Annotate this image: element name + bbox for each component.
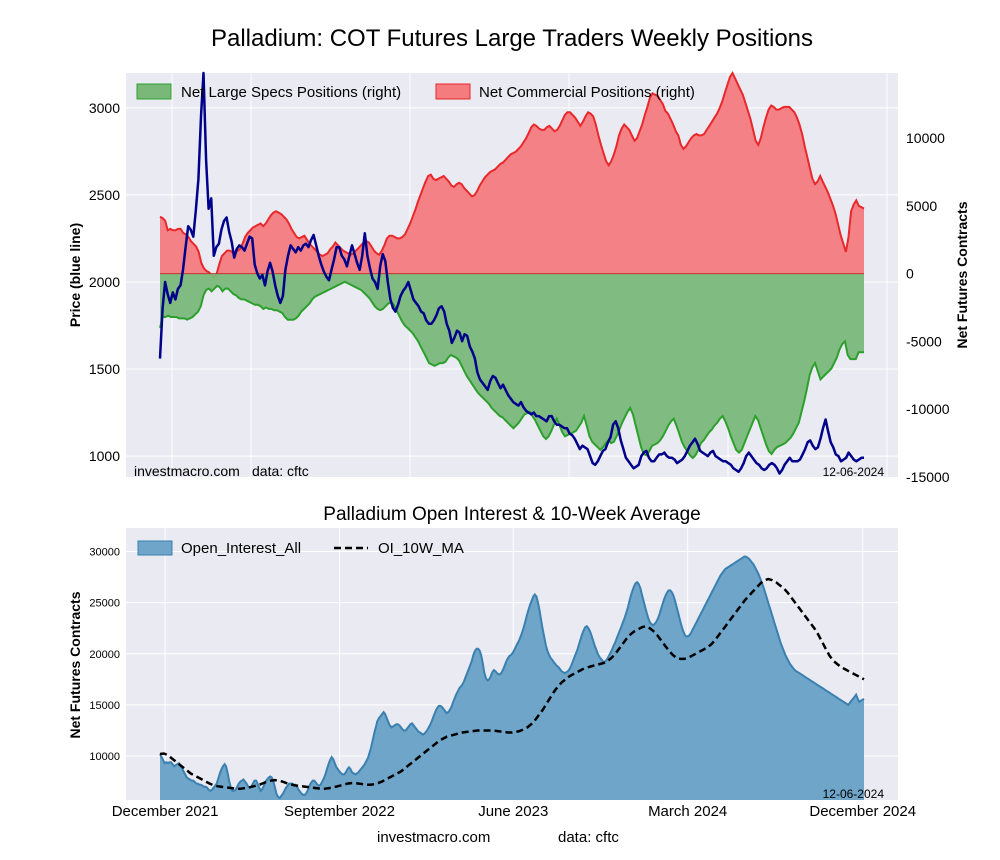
open-interest-axis-label: Net Futures Contracts [67,591,83,738]
price-axis-ticks: 1000 1500 2000 2500 3000 [89,100,120,464]
positions-legend: Net Large Specs Positions (right) Net Co… [136,83,695,101]
legend-label-open-interest: Open_Interest_All [181,540,301,557]
price-tick-label: 2500 [89,187,120,203]
watermark-source: investmacro.com [134,463,240,479]
open-interest-chart: Palladium Open Interest & 10-Week Averag… [67,504,916,820]
open-interest-x-ticks: December 2021 September 2022 June 2023 Marc… [112,803,916,820]
net-contracts-tick-label: -15000 [906,469,950,485]
date-tick-label: September 2022 [284,803,395,820]
price-tick-label: 1500 [89,361,120,377]
date-tick-label: December 2024 [809,803,916,820]
open-interest-area-group [159,555,865,800]
open-interest-tick-label: 20000 [89,649,120,661]
commercial-line [159,70,865,280]
positions-areas [159,70,865,460]
open-interest-y-ticks: 10000 15000 20000 25000 30000 [89,547,120,764]
legend-label-moving-average: OI_10W_MA [378,540,464,557]
open-interest-tick-label: 25000 [89,598,120,610]
open-interest-tick-label: 30000 [89,547,120,559]
price-axis-label: Price (blue line) [67,223,83,327]
open-interest-title: Palladium Open Interest & 10-Week Averag… [323,504,700,525]
open-interest-tick-label: 10000 [89,751,120,763]
net-contracts-axis-label: Net Futures Contracts [954,201,970,348]
date-stamp-bottom: 12-06-2024 [823,787,885,801]
commercial-area [160,73,864,278]
net-contracts-tick-label: 0 [906,266,914,282]
moving-average-line [159,577,865,791]
legend-swatch-commercial [435,83,471,100]
legend-swatch-open-interest [137,540,173,556]
legend-label-large-specs: Net Large Specs Positions (right) [181,84,401,101]
moving-average-group [159,577,865,791]
net-contracts-axis-ticks: 10000 5000 0 -5000 -10000 -15000 [906,130,950,485]
large-specs-line [159,280,864,460]
footer-data: data: cftc [558,829,619,846]
price-line-group [158,71,864,475]
net-contracts-tick-label: 10000 [906,130,945,146]
open-interest-tick-label: 15000 [89,700,120,712]
open-interest-line [159,555,865,800]
figure-title: Palladium: COT Futures Large Traders Wee… [211,25,813,52]
footer-source: investmacro.com [377,829,490,846]
net-contracts-tick-label: -10000 [906,401,950,417]
legend-swatch-large-specs [136,83,172,100]
large-specs-area [160,273,864,458]
open-interest-area [160,556,864,800]
price-tick-label: 1000 [89,448,120,464]
positions-chart: 1000 1500 2000 2500 3000 10000 5000 0 -5000 -100… [67,70,970,485]
price-tick-label: 3000 [89,100,120,116]
date-tick-label: December 2021 [112,803,219,820]
price-tick-label: 2000 [89,274,120,290]
open-interest-legend: Open_Interest_All OI_10W_MA [137,540,464,557]
legend-label-commercial: Net Commercial Positions (right) [479,84,695,101]
watermark-data: data: cftc [252,463,309,479]
date-tick-label: March 2024 [648,803,727,820]
date-tick-label: June 2023 [478,803,548,820]
net-contracts-tick-label: 5000 [906,198,937,214]
net-contracts-tick-label: -5000 [906,333,942,349]
date-stamp-top: 12-06-2024 [823,465,885,479]
price-line [158,71,864,475]
